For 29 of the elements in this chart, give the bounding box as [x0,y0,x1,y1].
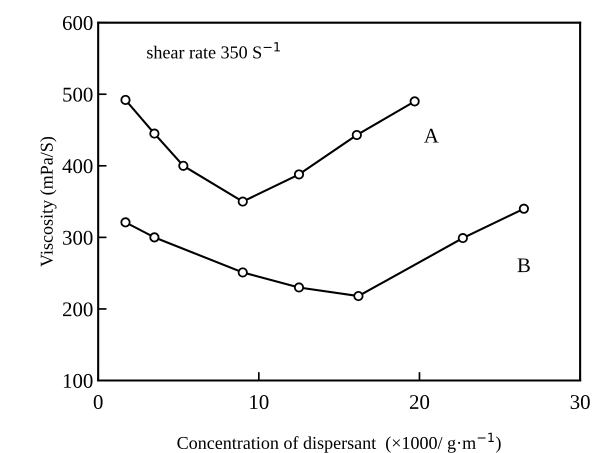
point [120,217,131,228]
point [178,160,188,171]
y-tick-label: 200 [62,302,93,316]
point [410,96,420,106]
y-tick-label: 100 [64,374,93,388]
y-axis-title: Viscosity (mPa/S) [40,136,57,267]
point [458,233,468,244]
x-tick-label: 20 [410,395,430,410]
point [352,130,362,140]
y-tick-label: 600 [62,16,93,30]
series-label: A [424,128,439,142]
point [294,169,304,180]
point [294,282,304,293]
point [149,232,160,242]
x-tick-label: 0 [94,395,103,410]
x-axis-title: Concentration of dispersant (×1000/ g·m$^{−1}$) [177,432,501,453]
text: B [518,258,530,272]
point [149,128,160,139]
point [120,94,131,106]
x-tick-label: 10 [250,395,268,410]
y-tick-label: 300 [63,230,93,245]
point [353,290,364,302]
x-tick-label: 30 [570,395,590,410]
point [518,204,529,214]
y-tick-label: 500 [63,88,93,102]
point [238,196,248,207]
annotation: shear rate 350 S$^{−1}$ [147,42,280,58]
point [238,267,248,278]
y-tick-label: 400 [62,159,93,174]
